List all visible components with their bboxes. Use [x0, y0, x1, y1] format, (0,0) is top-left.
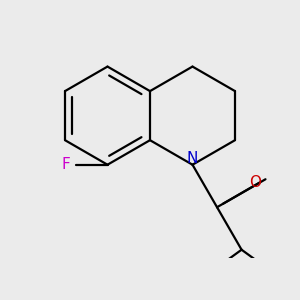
Text: N: N	[187, 151, 198, 166]
Text: F: F	[61, 157, 70, 172]
Text: O: O	[250, 175, 262, 190]
